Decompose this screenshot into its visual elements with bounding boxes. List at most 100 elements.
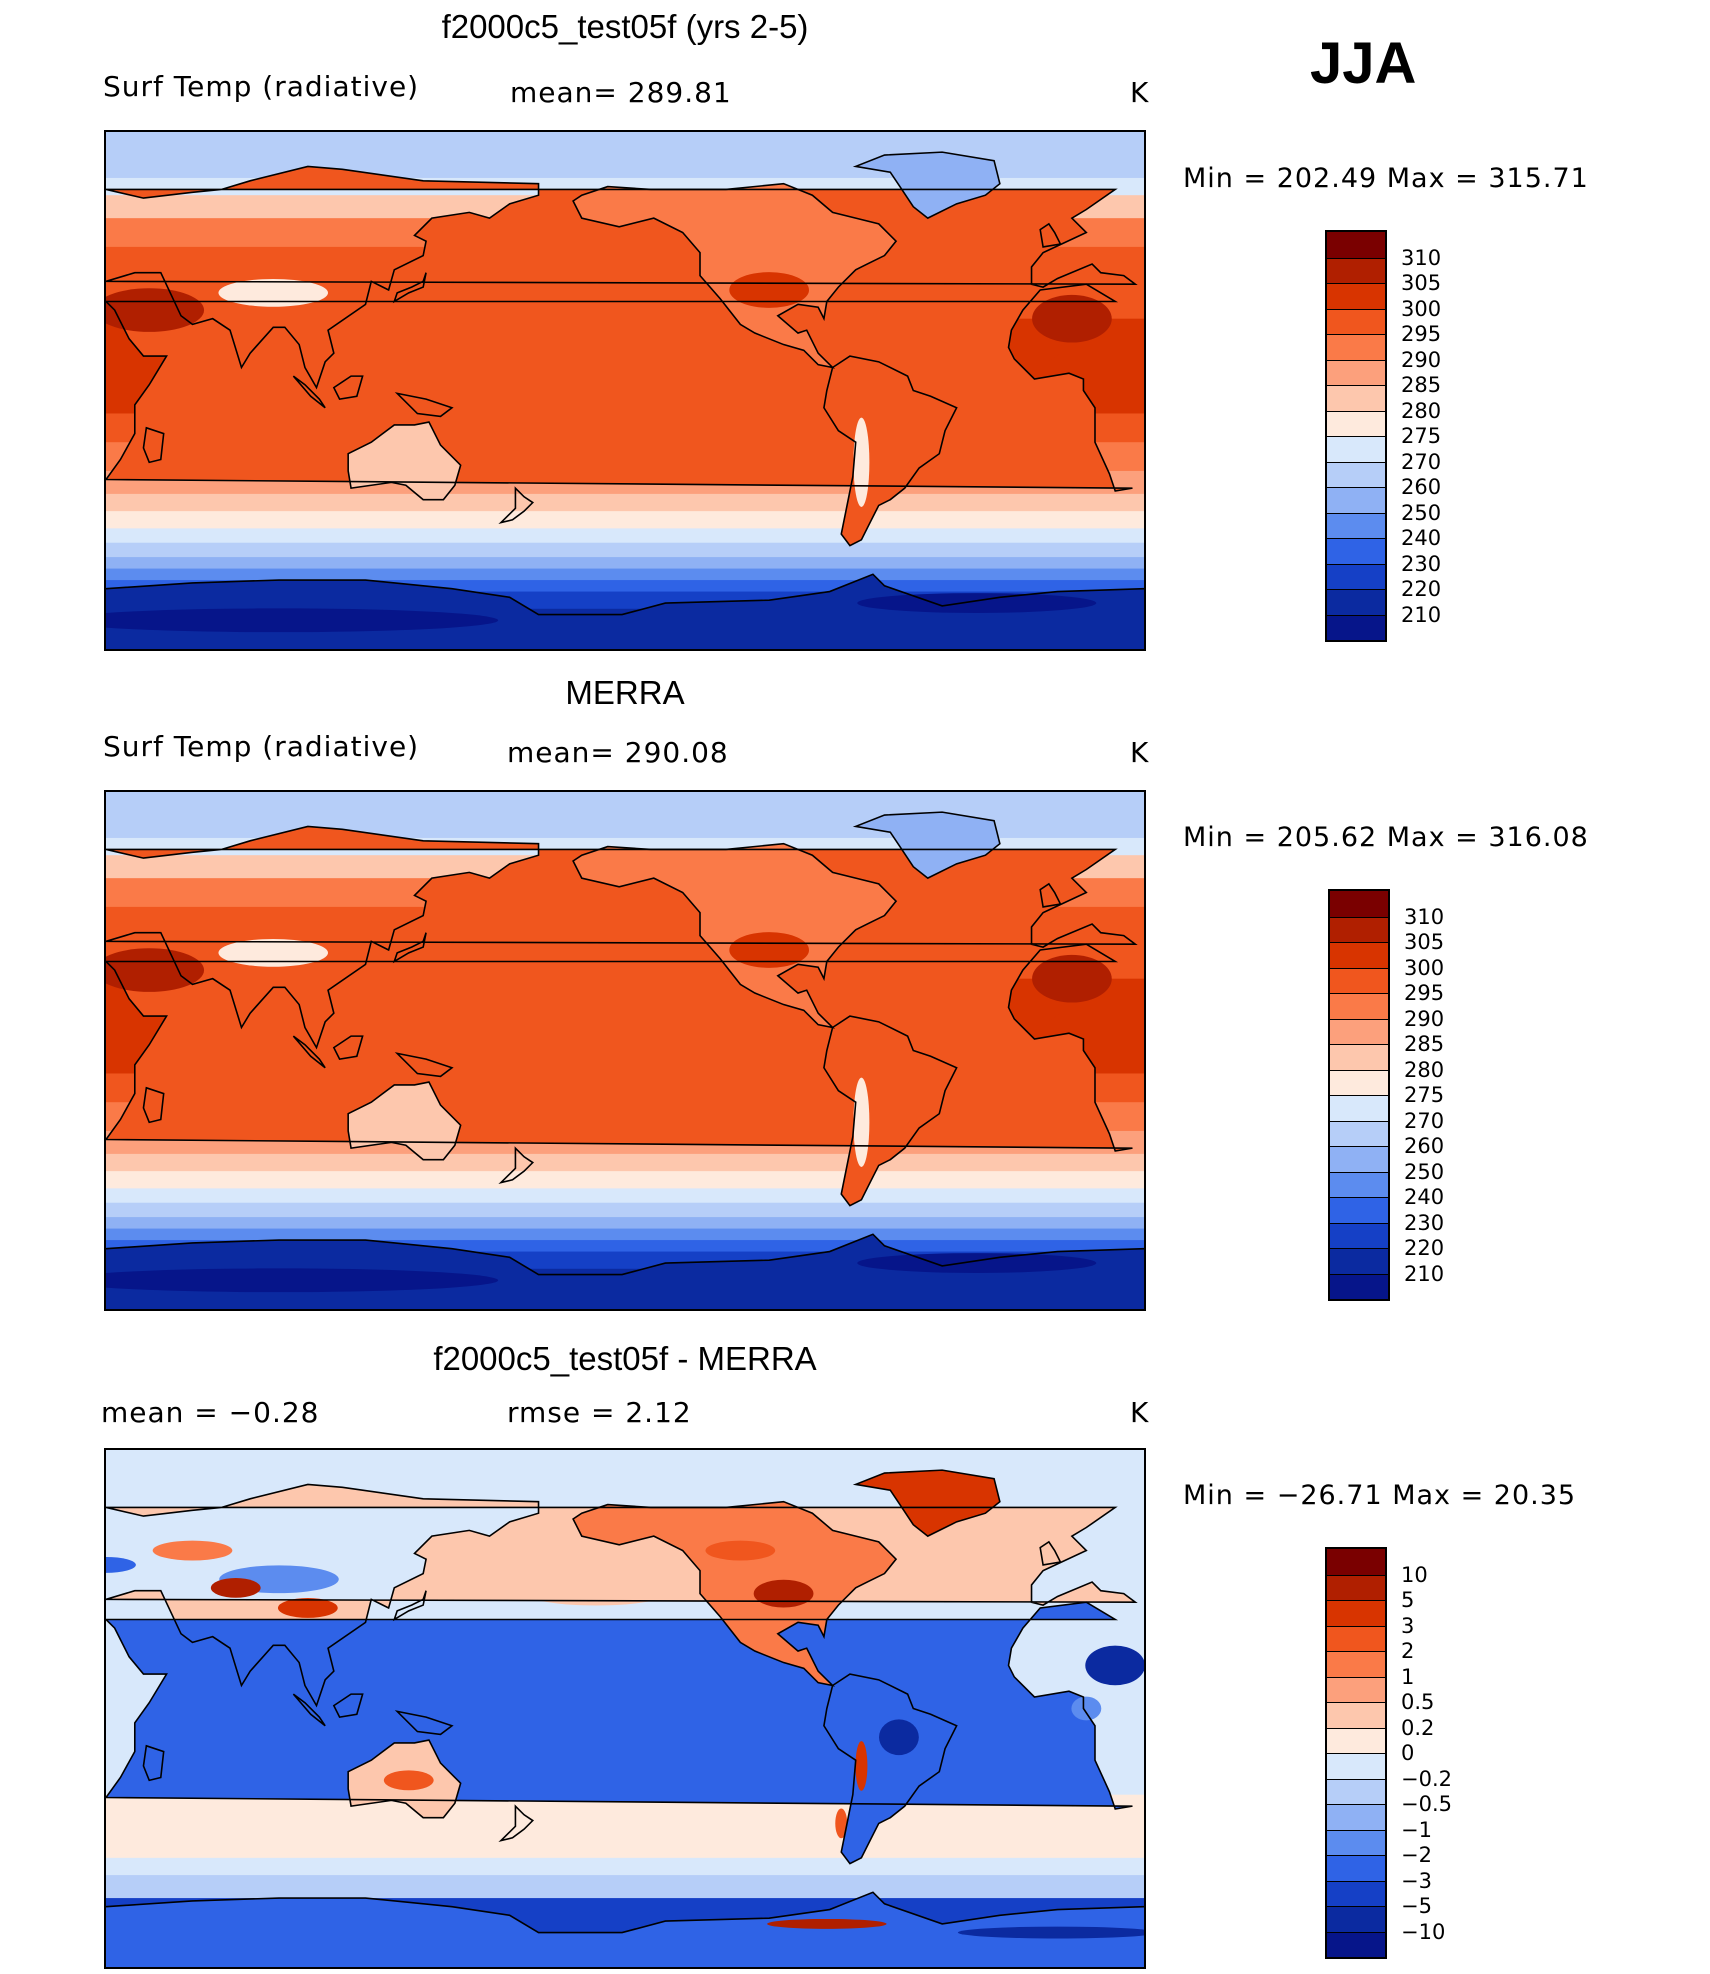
colorbar-tick-label: 250 — [1404, 1159, 1445, 1184]
colorbar-tick-label: 305 — [1404, 930, 1445, 954]
coastline-japan — [392, 1590, 427, 1622]
antarctic-plateau — [857, 1253, 1097, 1273]
colorbar-segment — [1327, 1804, 1385, 1830]
colorbar-segment — [1327, 1600, 1385, 1626]
tibet-cold-spot — [218, 938, 329, 967]
difference-patch — [855, 1741, 868, 1791]
difference-patch — [1085, 1645, 1144, 1686]
colorbar-tick-label: −3 — [1401, 1868, 1432, 1893]
colorbar-tick-label: −1 — [1401, 1817, 1432, 1842]
colorbar-segment — [1327, 614, 1385, 640]
colorbar-segment — [1330, 1120, 1388, 1146]
colorbar-tick-label: 210 — [1401, 602, 1442, 627]
panel-2-colorbar: 310 305 300 295 290 285 280 275 270 260 250 240 230 2… — [1328, 889, 1528, 1301]
coastline-uk — [1039, 882, 1062, 908]
us-hot-spot — [729, 932, 810, 968]
temperature-band — [106, 580, 1144, 593]
colorbar-tick-label: 5 — [1401, 1588, 1415, 1612]
difference-patch — [878, 1719, 919, 1756]
eurasia-fill — [106, 826, 1136, 1048]
coastline-uk — [1039, 1540, 1062, 1566]
colorbar-tick-label: 300 — [1404, 955, 1445, 980]
difference-patch — [957, 1926, 1144, 1939]
difference-map — [104, 1448, 1146, 1969]
coastline-africa — [106, 283, 1133, 492]
temperature-band — [106, 568, 1144, 581]
colorbar-tick-label: 220 — [1401, 577, 1442, 601]
colorbar-tick-label: 2 — [1401, 1639, 1415, 1663]
difference-patch — [106, 1556, 136, 1573]
temperature-band — [106, 1202, 1144, 1218]
colorbar-segment — [1327, 512, 1385, 538]
season-label: JJA — [1310, 31, 1417, 96]
panel-3-title: f2000c5_test05f - MERRA — [433, 1340, 817, 1377]
coastline-ng — [394, 1052, 454, 1078]
coastline-samerica — [823, 355, 958, 547]
map-canvas — [106, 1450, 1144, 1967]
colorbar-tick-label: 270 — [1401, 449, 1442, 474]
panel-3-mean-label: mean = −0.28 — [101, 1396, 320, 1429]
colorbar-tick-label: −0.2 — [1401, 1766, 1452, 1791]
africa-fill — [106, 944, 1133, 1152]
coastline-namerica — [572, 842, 898, 1029]
coastline-eurasia — [106, 1483, 1138, 1708]
colorbar-segment — [1327, 538, 1385, 564]
tibet-cold-spot — [218, 278, 329, 307]
coastline-australia — [347, 421, 462, 501]
coastline-ng — [394, 392, 454, 418]
panel-1-mean-label: mean= 289.81 — [510, 76, 732, 109]
panel-2-mean-label: mean= 290.08 — [507, 736, 729, 769]
us-hot-spot — [729, 272, 810, 308]
colorbar-tick-label: 0.5 — [1401, 1690, 1435, 1714]
colorbar-tick-label: 275 — [1401, 424, 1442, 448]
temperature-band — [106, 1240, 1144, 1253]
colorbar-segment — [1327, 257, 1385, 283]
temperature-band — [106, 1217, 1144, 1230]
colorbar-segment — [1327, 1549, 1385, 1575]
colorbar-segment — [1327, 1753, 1385, 1779]
colorbar-segment — [1327, 461, 1385, 487]
antarctic-plateau-east — [106, 608, 499, 633]
colorbar-segment — [1330, 1222, 1388, 1248]
colorbar-segment — [1330, 1069, 1388, 1095]
africa-fill — [106, 1602, 1133, 1810]
colorbar-segment — [1327, 1727, 1385, 1753]
coastline-sumatra — [292, 1693, 326, 1727]
colorbar-tick-label: 285 — [1401, 373, 1442, 397]
colorbar-segment — [1327, 410, 1385, 436]
colorbar-tick-label: 305 — [1401, 271, 1442, 295]
colorbar-tick-label: −0.5 — [1401, 1792, 1452, 1816]
difference-patch — [152, 1540, 233, 1561]
colorbar-segment — [1327, 1855, 1385, 1881]
colorbar-segment — [1330, 891, 1388, 917]
temperature-band — [106, 528, 1144, 544]
coastline-australia — [347, 1081, 462, 1161]
colorbar-tick-label: 210 — [1404, 1261, 1445, 1286]
coastline-antarctica — [106, 573, 1144, 616]
temperature-band — [106, 1171, 1144, 1189]
coastline-japan — [392, 932, 427, 964]
colorbar-tick-label: 1 — [1401, 1664, 1415, 1689]
difference-patch — [1071, 1696, 1102, 1721]
colorbar-tick-label: 300 — [1401, 296, 1442, 321]
coastline-borneo — [332, 1035, 364, 1061]
eurasia-fill — [106, 166, 1136, 388]
panel-1-min-max: Min = 202.49 Max = 315.71 — [1183, 163, 1589, 194]
colorbar-segment — [1327, 487, 1385, 513]
coastline-madagascar — [142, 1744, 165, 1782]
colorbar-tick-label: 270 — [1404, 1108, 1445, 1133]
north-america-fill — [573, 1501, 897, 1686]
difference-patch — [705, 1540, 776, 1561]
colorbar-tick-label: −10 — [1401, 1919, 1446, 1944]
coastline-sumatra — [292, 375, 326, 409]
temperature-band — [106, 1188, 1144, 1204]
panel-1-variable-label: Surf Temp (radiative) — [103, 70, 420, 103]
colorbar-segment — [1327, 563, 1385, 589]
colorbar-tick-label: 310 — [1401, 245, 1442, 270]
coastline-africa — [106, 1601, 1133, 1810]
merra-surface-temperature-map — [104, 790, 1146, 1311]
colorbar-tick-label: 240 — [1404, 1185, 1445, 1209]
coastline-greenland — [852, 811, 1001, 880]
coastline-antarctica — [106, 1891, 1144, 1934]
southern-ocean-cool-band — [106, 1875, 1144, 1899]
